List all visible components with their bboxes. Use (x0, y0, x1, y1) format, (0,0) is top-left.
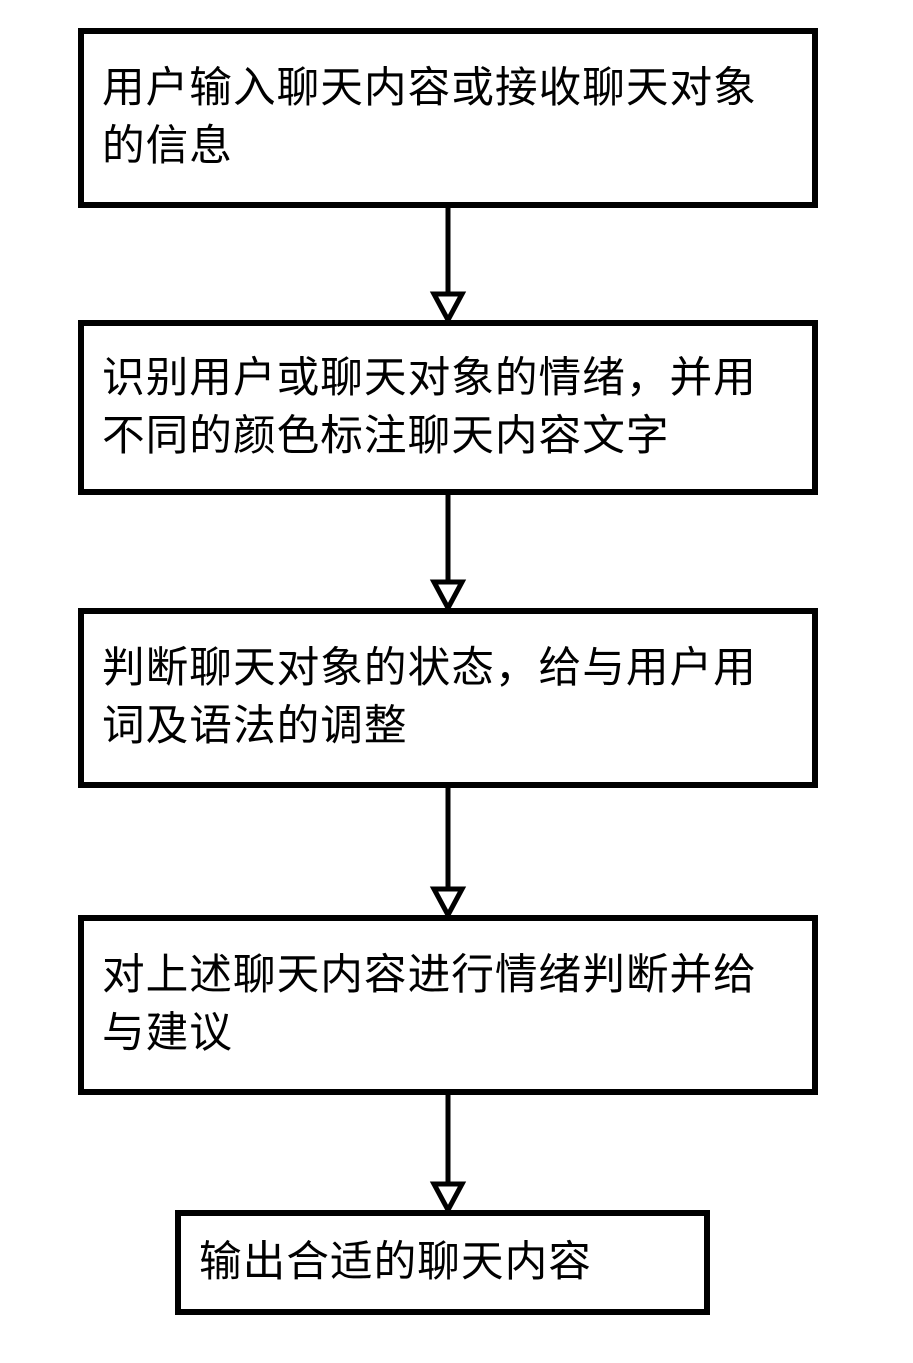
flowchart-canvas: 用户输入聊天内容或接收聊天对象的信息识别用户或聊天对象的情绪，并用不同的颜色标注… (0, 0, 913, 1363)
flow-arrow-n4-n5 (0, 0, 913, 1363)
